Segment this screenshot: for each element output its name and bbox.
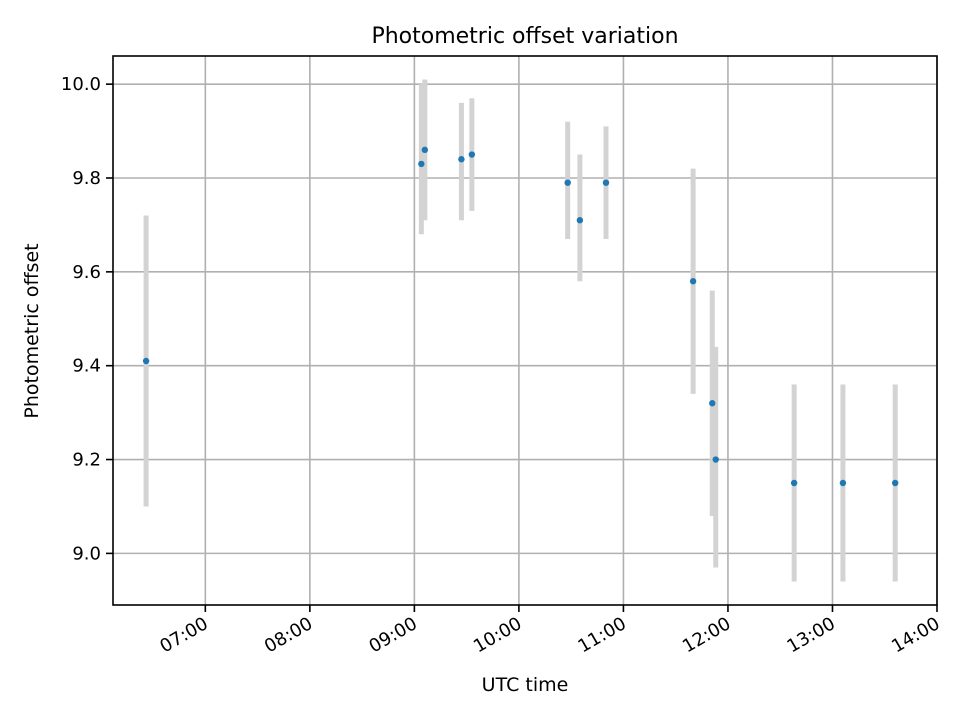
data-point	[891, 479, 899, 487]
data-point	[602, 179, 610, 186]
chart-title: Photometric offset variation	[371, 24, 678, 49]
data-points	[142, 146, 899, 487]
data-point	[689, 278, 697, 285]
data-point	[421, 146, 429, 154]
y-tick-label: 10.0	[61, 74, 101, 95]
y-axis-label: Photometric offset	[21, 243, 43, 418]
data-point	[564, 179, 571, 186]
y-tick-label: 9.4	[72, 356, 101, 377]
y-tick-label: 9.0	[72, 543, 101, 564]
x-axis-label: UTC time	[482, 674, 569, 696]
data-point	[142, 357, 150, 365]
y-tick-label: 9.6	[72, 262, 101, 283]
y-tick-label: 9.2	[72, 450, 101, 471]
y-tick-label: 9.8	[72, 168, 101, 189]
data-point	[839, 479, 847, 487]
data-point	[709, 400, 716, 407]
data-point	[790, 479, 798, 487]
y-axis: 9.0 9.2 9.4 9.6 9.8 10.0	[61, 74, 113, 564]
data-point	[576, 217, 584, 224]
data-point	[458, 156, 465, 163]
data-point	[418, 160, 425, 168]
data-point	[468, 151, 476, 158]
plot-frame	[112, 55, 938, 606]
data-point	[712, 456, 719, 463]
